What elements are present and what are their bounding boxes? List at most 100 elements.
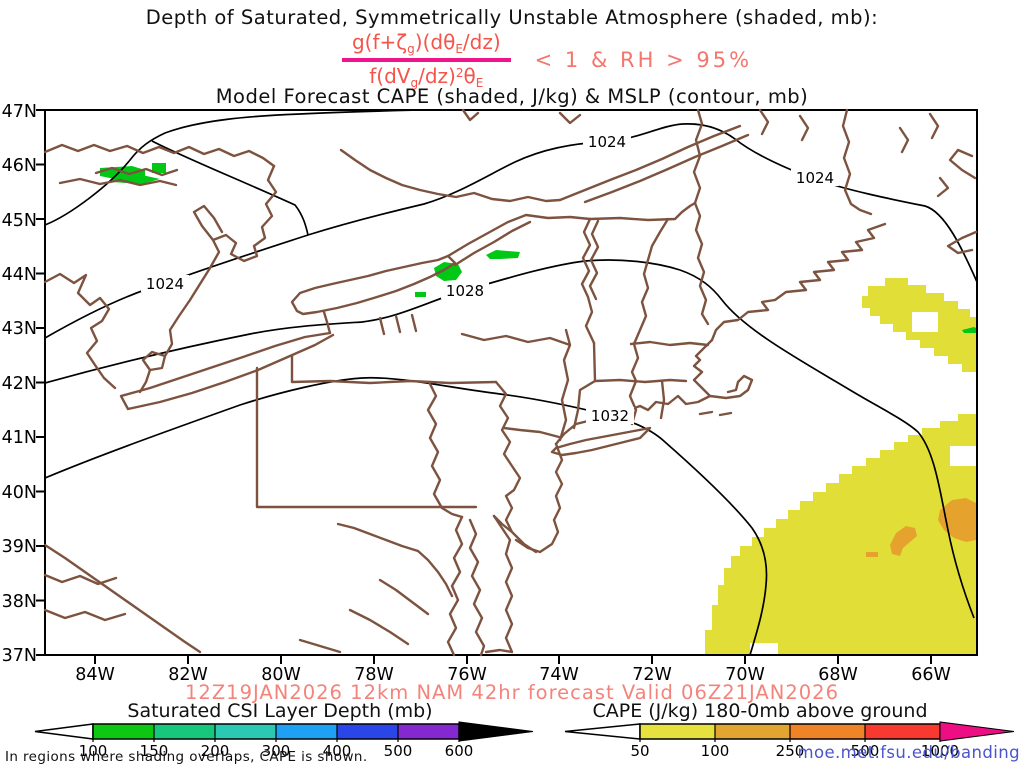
cape-tick-label: 100	[701, 742, 730, 760]
csi-colorbar: 100 150 200 300 400 500 600	[34, 721, 534, 760]
csi-patch-right-edge	[962, 327, 976, 333]
lake-erie	[119, 331, 335, 411]
contour-label: 1032	[591, 407, 629, 425]
islands-nantucket-mv	[698, 410, 733, 417]
lake-huron-east-shore	[163, 238, 221, 358]
shading-hole	[912, 312, 938, 332]
maine-west-border	[692, 108, 704, 205]
lat-tick-label: 45N	[2, 211, 37, 231]
formula-condition: < 1 & RH > 95%	[534, 48, 753, 72]
csi-patch	[415, 292, 426, 297]
ny-pa-oh-borders	[255, 354, 498, 509]
contour-label: 1024	[146, 275, 184, 293]
cape-colorbar: 50 100 250 500 1000	[564, 721, 1015, 760]
csi-max-arrow	[458, 721, 534, 742]
cape-tick-label: 1000	[921, 742, 959, 760]
cape-colorbar-title: CAPE (J/kg) 180-0mb above ground	[592, 700, 928, 722]
state-borders-coastlines	[43, 108, 978, 657]
lat-tick-label: 41N	[2, 428, 37, 448]
csi-seg-300-400	[276, 724, 337, 739]
map-subtitle: Model Forecast CAPE (shaded, J/kg) & MSL…	[215, 85, 809, 108]
csi-patch	[152, 163, 166, 173]
csi-seg-400-500	[337, 724, 398, 739]
cape-min-arrow	[564, 723, 641, 740]
lon-tick-label: 80W	[261, 665, 301, 685]
page-title: Depth of Saturated, Symmetrically Unstab…	[145, 6, 879, 29]
latitude-axis: 47N 46N 45N 44N 43N 42N 41N 40N 39N 38N …	[2, 102, 37, 666]
lon-tick-label: 76W	[447, 665, 487, 685]
formula-fraction: g(f+ζg)(dθE/dz) f(dVg/dz)2θE	[341, 30, 511, 90]
lon-tick-label: 82W	[168, 665, 208, 685]
csi-seg-500-600	[398, 724, 459, 739]
niagara-river	[322, 310, 332, 335]
georgian-bay	[192, 164, 278, 263]
cape-seg-50-100	[640, 724, 715, 739]
lat-tick-label: 47N	[2, 102, 37, 122]
cape-seg-250-500	[790, 724, 865, 739]
mslp-contours	[44, 109, 978, 656]
contour-label-bg	[586, 407, 634, 424]
lon-tick-label: 68W	[818, 665, 858, 685]
csi-seg-200-300	[215, 724, 276, 739]
lon-tick-label: 84W	[75, 665, 115, 685]
long-island	[550, 426, 652, 457]
cape-orange-dash	[866, 552, 878, 557]
mslp-contour	[44, 109, 419, 226]
mslp-contour-1032	[44, 376, 768, 656]
csi-tick-label: 300	[262, 742, 291, 760]
lake-huron-north-shore	[43, 143, 276, 168]
cape-patch-atlantic	[705, 414, 976, 654]
cape-max-arrow	[939, 721, 1015, 742]
mslp-contour	[151, 140, 309, 236]
shading-hole	[750, 643, 778, 654]
lake-st-clair	[138, 350, 167, 394]
contour-label: 1024	[588, 133, 626, 151]
lon-tick-label: 66W	[911, 665, 951, 685]
quebec-river-bits	[461, 108, 940, 154]
lon-tick-label: 70W	[725, 665, 765, 685]
csi-seg-150-200	[154, 724, 215, 739]
ct-ri-borders	[593, 378, 688, 420]
finger-lakes	[378, 313, 418, 336]
vt-nh-border	[628, 217, 670, 426]
manitoulin-islands	[94, 166, 179, 177]
lake-champlain	[580, 217, 600, 345]
csi-shading-green	[100, 163, 976, 333]
csi-tick-label: 200	[201, 742, 230, 760]
csi-tick-label: 400	[323, 742, 352, 760]
axis-ticks	[36, 109, 932, 664]
cape-orange-blob	[890, 526, 917, 556]
susquehanna-river	[426, 380, 464, 519]
cape-tick-label: 500	[851, 742, 880, 760]
mslp-contour-1028	[44, 259, 975, 619]
lon-tick-label: 78W	[354, 665, 394, 685]
cape-tick-label: 50	[630, 742, 649, 760]
lat-tick-label: 44N	[2, 265, 37, 285]
contour-label-bg	[441, 282, 489, 299]
contour-label-bg	[583, 133, 631, 150]
csi-tick-label: 600	[445, 742, 474, 760]
contour-label: 1028	[446, 282, 484, 300]
lat-tick-label: 46N	[2, 156, 37, 176]
ny-ma-ct-border	[572, 341, 597, 430]
lat-tick-label: 38N	[2, 592, 37, 612]
st-lawrence-river	[446, 213, 592, 267]
ny-nj-border	[502, 426, 561, 439]
bay-of-fundy-nova-scotia	[936, 148, 978, 255]
mslp-contour-1024	[44, 123, 978, 339]
contour-label-bg	[141, 275, 189, 292]
csi-patch-ontario	[434, 262, 462, 281]
maine-nb-border	[841, 108, 873, 216]
csi-formula: g(f+ζg)(dθE/dz) f(dVg/dz)2θE < 1 & RH > …	[0, 30, 1024, 90]
hudson-mohawk-rivers	[460, 328, 572, 442]
massachusetts-coast-cape-cod	[554, 338, 754, 446]
potomac-virginia-rivers	[298, 522, 454, 654]
formula-denominator: f(dVg/dz)2θE	[369, 64, 484, 90]
nh-me-border	[693, 201, 710, 326]
delmarva-peninsula	[484, 514, 514, 654]
ma-north-border	[629, 340, 710, 347]
lat-tick-label: 37N	[2, 646, 37, 666]
contour-label: 1024	[796, 169, 834, 187]
st-lawrence-valley	[558, 124, 750, 204]
